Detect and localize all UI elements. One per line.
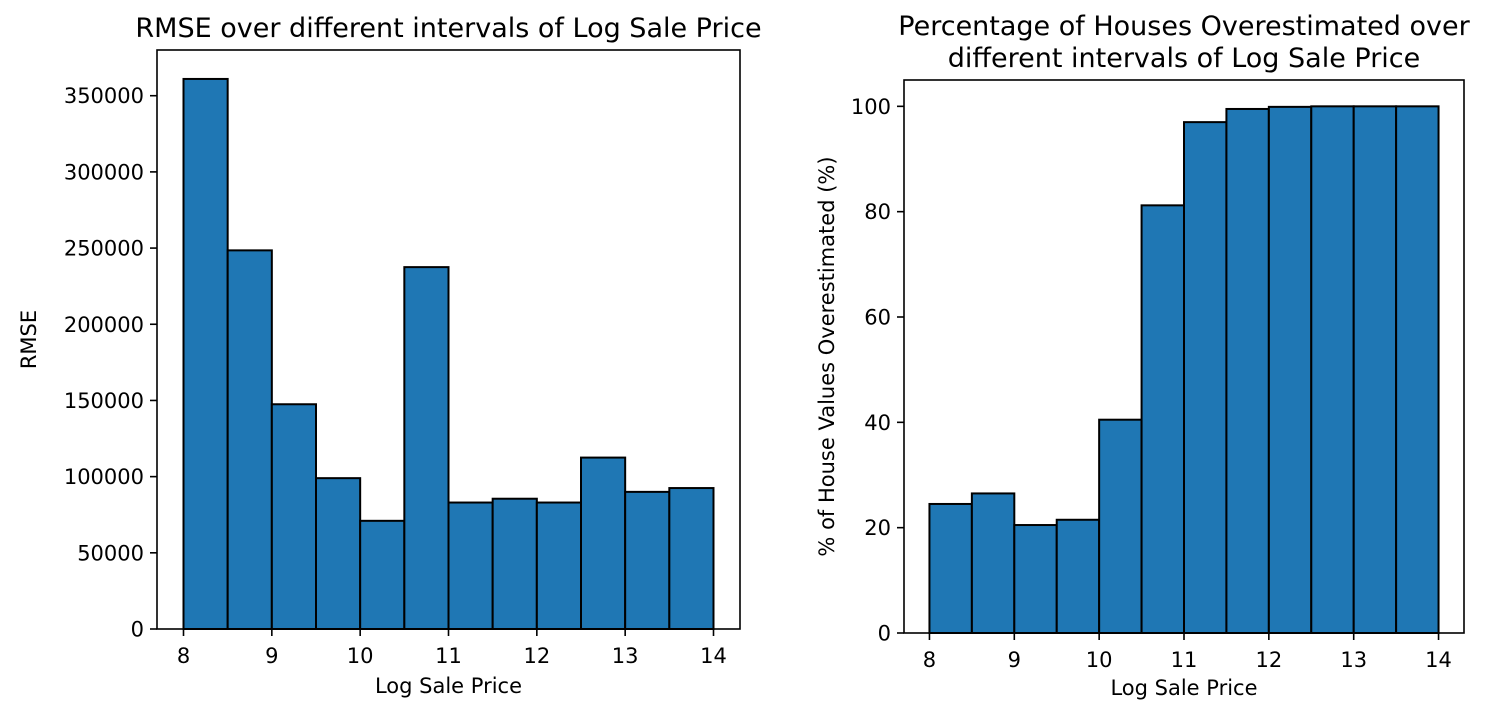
right-bar-5 <box>1098 418 1143 635</box>
left-bar-3 <box>270 403 318 631</box>
left-x-tick-label-6: 14 <box>700 644 727 668</box>
left-bar-11 <box>624 490 671 630</box>
right-x-tick-label-6: 14 <box>1425 648 1452 672</box>
right-y-tick-label-4: 80 <box>864 200 891 224</box>
right-x-tick-label-1: 9 <box>1008 648 1021 672</box>
left-bar-4 <box>315 477 362 631</box>
right-y-axis-label: % of House Values Overestimated (%) <box>815 156 839 556</box>
right-bar-10 <box>1310 105 1355 635</box>
right-y-tick-label-0: 0 <box>878 622 891 646</box>
right-bar-1 <box>928 502 973 635</box>
right-x-tick-label-2: 10 <box>1086 648 1113 672</box>
left-bar-6 <box>403 266 450 630</box>
left-x-tick-label-2: 10 <box>347 644 374 668</box>
right-x-tick-label-3: 11 <box>1171 648 1198 672</box>
right-bar-7 <box>1183 121 1228 634</box>
left-x-axis-label: Log Sale Price <box>375 674 522 698</box>
right-bar-3 <box>1013 524 1058 634</box>
left-chart-title-line-1: RMSE over different intervals of Log Sal… <box>135 13 761 44</box>
left-y-tick-label-1: 50000 <box>77 541 144 565</box>
left-bar-1 <box>182 77 229 630</box>
left-x-tick-label-0: 8 <box>177 644 190 668</box>
left-bar-9 <box>535 501 582 630</box>
left-x-tick-label-1: 9 <box>265 644 278 668</box>
left-x-tick-label-3: 11 <box>435 644 462 668</box>
right-bar-12 <box>1395 105 1440 635</box>
left-bar-5 <box>359 519 406 630</box>
left-y-tick-label-2: 100000 <box>64 465 144 489</box>
right-y-tick-label-2: 40 <box>864 411 891 435</box>
left-y-tick-label-3: 150000 <box>64 389 144 413</box>
left-y-tick-label-7: 350000 <box>64 84 144 108</box>
right-chart: 8 9 10 11 12 13 14 0 20 40 60 80 100 Percentage of Ho… <box>815 11 1471 700</box>
left-bar-7 <box>447 501 494 630</box>
left-y-tick-label-5: 250000 <box>64 237 144 261</box>
right-bar-8 <box>1225 107 1270 634</box>
left-y-tick-label-0: 0 <box>131 618 144 642</box>
left-y-tick-label-6: 300000 <box>64 160 144 184</box>
right-x-tick-label-0: 8 <box>923 648 936 672</box>
right-bar-4 <box>1055 518 1101 634</box>
right-x-tick-label-5: 13 <box>1340 648 1367 672</box>
left-bar-8 <box>491 497 538 630</box>
left-bar-2 <box>226 249 273 630</box>
right-y-tick-label-5: 100 <box>851 95 891 119</box>
left-chart: 8 9 10 11 12 13 14 0 50000 100000 150000 200000 2500… <box>17 13 762 698</box>
left-bar-12 <box>668 487 715 630</box>
left-x-tick-label-4: 12 <box>523 644 550 668</box>
right-y-tick-label-1: 20 <box>864 516 891 540</box>
left-y-tick-label-4: 200000 <box>64 313 144 337</box>
right-bar-2 <box>970 492 1016 634</box>
right-x-axis-label: Log Sale Price <box>1110 676 1257 700</box>
right-x-tick-label-4: 12 <box>1255 648 1282 672</box>
right-chart-title-line-2: different intervals of Log Sale Price <box>948 43 1421 74</box>
right-bar-11 <box>1352 105 1398 635</box>
left-x-tick-label-5: 13 <box>612 644 639 668</box>
left-bar-10 <box>580 456 627 631</box>
right-bar-6 <box>1140 204 1186 634</box>
right-bar-9 <box>1267 105 1313 635</box>
left-y-axis-label: RMSE <box>17 310 41 369</box>
right-y-tick-label-3: 60 <box>864 306 891 330</box>
right-chart-title-line-1: Percentage of Houses Overestimated over <box>898 11 1470 42</box>
